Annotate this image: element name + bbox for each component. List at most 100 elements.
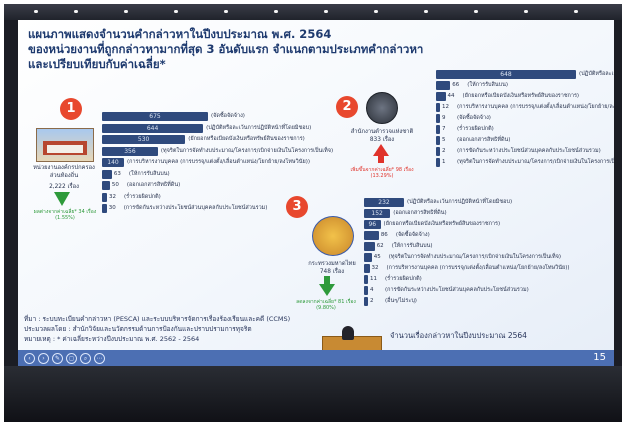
ceiling-light xyxy=(34,10,38,13)
presenter xyxy=(342,326,354,340)
agency3-bar xyxy=(364,253,372,262)
agency2-bar-label: (ปฏิบัติหรือละเว้นการปฏิบัติหน้าที่โดยมิ… xyxy=(579,71,614,77)
agency3-down-arrow-icon xyxy=(319,284,335,296)
agency3-bar xyxy=(364,286,368,295)
agency1-bar-value: 140 xyxy=(107,159,119,166)
agency3-arrow-stem xyxy=(324,276,330,284)
ceiling-light xyxy=(424,10,428,13)
agency2-bar-value: 9 xyxy=(442,115,446,121)
agency2-bar-label: (ยักยอกหรือเบียดบังเงินหรือทรัพย์สินของร… xyxy=(462,93,580,99)
agency2-bar-label: (การขัดกันระหว่างประโยชน์ส่วนบุคคลกับประ… xyxy=(457,148,601,154)
ceiling-light xyxy=(374,10,378,13)
agency3-bar-value: 45 xyxy=(373,254,381,260)
ceiling-light xyxy=(174,10,178,13)
agency1-bar-label: (ปฏิบัติหรือละเว้นการปฏิบัติหน้าที่โดยมิ… xyxy=(206,124,312,131)
agency1-average-pct: (1.55%) xyxy=(55,215,75,221)
slideshow-toolbar: ‹ › ✎ ◻ ⌕ ⋯ 15 xyxy=(18,350,614,366)
agency3-bar-label: (ร่ำรวยผิดปกติ) xyxy=(385,276,422,282)
footer-source: ที่มา : ระบบทะเบียนคำกล่าวหา (PESCA) และ… xyxy=(24,315,291,323)
zoom-icon[interactable]: ⌕ xyxy=(80,353,91,364)
agency2-bar-value: 44 xyxy=(447,93,455,99)
agency1-bar-label: (ยักยอกหรือเบียดบังเงินหรือทรัพย์สินของร… xyxy=(188,136,305,142)
ceiling-light xyxy=(74,10,78,13)
agency2-bar-value: 12 xyxy=(442,104,449,110)
agency1-bar: 675 xyxy=(102,112,208,121)
forward-icon[interactable]: › xyxy=(38,353,49,364)
agency3-bar-label: (การบริหารงานบุคคล (การบรรจุ/แต่งตั้ง/เล… xyxy=(386,265,570,271)
agency3-bar-value: 4 xyxy=(370,287,374,293)
agency2-count: 833 เรื่อง xyxy=(369,137,395,143)
agency1-bar: 644 xyxy=(102,123,204,133)
agency1-bar-value: 63 xyxy=(113,170,121,177)
agency1-down-arrow-icon xyxy=(54,192,70,206)
agency3-bar xyxy=(364,264,370,273)
agency1-bar-value: 30 xyxy=(108,205,116,211)
agency1-bar xyxy=(102,192,108,202)
back-icon[interactable]: ‹ xyxy=(24,353,35,364)
agency2-up-arrow-icon xyxy=(373,144,389,156)
agency1-bar: 356 xyxy=(102,146,158,156)
agency2-average-pct: (13.29%) xyxy=(370,173,394,179)
agency1-bar-value: 356 xyxy=(124,147,136,155)
agency1-bar-label: (ให้การรับสินบน) xyxy=(128,170,170,177)
agency3-bar xyxy=(364,275,368,284)
agency1-bar-value: 530 xyxy=(137,136,150,143)
agency1-bar: 530 xyxy=(102,135,186,144)
agency3-bar-value: 11 xyxy=(370,276,377,282)
slide-title-line-2: ของหน่วยงานที่ถูกกล่าวหามากที่สุด 3 อันด… xyxy=(28,42,424,56)
agency3-bar: 96 xyxy=(364,220,381,229)
agency1-bar-value: 644 xyxy=(146,124,159,132)
agency2-bar: 648 xyxy=(436,70,576,79)
agency2-arrow-stem xyxy=(378,155,384,163)
agency2-average: เพิ่มขึ้นจากค่าเฉลี่ย* 98 เรื่อง xyxy=(350,167,414,173)
agency3-count: 748 เรื่อง xyxy=(319,269,345,275)
agency2-bar-label: (ร่ำรวยผิดปกติ) xyxy=(457,126,494,132)
agency1-bar-label: (การบริหารงานบุคคล (การบรรจุ/แต่งตั้ง/เล… xyxy=(126,159,310,165)
agency3-bar xyxy=(364,297,368,306)
agency3-bar-label: (การขัดกันระหว่างประโยชน์ส่วนบุคคลกับประ… xyxy=(385,287,529,293)
agency2-bar xyxy=(436,136,440,145)
agency1-bar-label: (ทุจริตในการจัดทำงบประมาณ/โครงการ/เบิกจ่… xyxy=(160,147,334,154)
rank-badge-1: 1 xyxy=(60,98,82,120)
agency2-bar xyxy=(436,147,440,156)
agency1-bar: 140 xyxy=(102,158,124,167)
ceiling-light xyxy=(324,10,328,13)
agency3-bar-value: 232 xyxy=(378,199,390,206)
agency3-bar-label: (ยักยอกหรือเบียดบังเงินหรือทรัพย์สินของร… xyxy=(383,221,501,227)
eraser-icon[interactable]: ◻ xyxy=(66,353,77,364)
agency1-bar-value: 32 xyxy=(109,193,117,200)
agency2-bar-value: 1 xyxy=(442,159,446,165)
photo-frame: แผนภาพแสดงจำนวนคำกล่าวหาในปีงบประมาณ พ.ศ… xyxy=(4,4,622,422)
agency1-bar-label: (จัดซื้อจัดจ้าง) xyxy=(211,113,245,119)
agency2-bar-value: 2 xyxy=(442,148,446,154)
agency3-bar-label: (อื่นๆ/ไม่ระบุ) xyxy=(385,298,417,304)
agency3-bar-label: (ทุจริตในการจัดทำงบประมาณ/โครงการ/เบิกจ่… xyxy=(388,254,561,260)
ceiling-light xyxy=(524,10,528,13)
slide-title-line-3: และเปรียบเทียบกับค่าเฉลี่ย* xyxy=(28,57,166,71)
bottom-right-caption: จำนวนเรื่องกล่าวหาในปีงบประมาณ 2564 xyxy=(390,331,527,340)
agency3-name: กระทรวงมหาดไทย xyxy=(308,261,356,267)
agency1-bar xyxy=(102,181,110,190)
agency2-bar xyxy=(436,103,440,112)
agency2-bar-value: 66 xyxy=(452,82,460,88)
agency2-bar xyxy=(436,92,446,101)
agency3-bar-label: (ออกเอกสารสิทธิที่ดิน) xyxy=(393,210,447,216)
ceiling xyxy=(4,4,622,20)
page-number: 15 xyxy=(593,352,606,363)
agency3-average: ลดลงจากค่าเฉลี่ย* 81 เรื่อง xyxy=(296,299,356,305)
agency2-bar-value: 648 xyxy=(500,71,512,78)
rank-badge-3: 3 xyxy=(286,196,308,218)
agency3-bar: 152 xyxy=(364,209,391,218)
agency2-name: สำนักงานตำรวจแห่งชาติ xyxy=(350,129,414,135)
agency2-bar-label: (จัดซื้อจัดจ้าง) xyxy=(457,115,491,121)
more-icon[interactable]: ⋯ xyxy=(94,353,105,364)
agency1-bar xyxy=(102,169,112,179)
footer-processed-by: ประมวลผลโดย : สำนักวิจัยและนวัตกรรมด้านก… xyxy=(24,325,252,333)
agency2-bar-label: (การบริหารงานบุคคล (การบรรจุ/แต่งตั้ง/เล… xyxy=(457,104,614,110)
rank-badge-2: 2 xyxy=(336,96,358,118)
agency3-bar-value: 62 xyxy=(376,243,384,249)
pen-icon[interactable]: ✎ xyxy=(52,353,63,364)
agency2-bar-label: (ให้การรับสินบน) xyxy=(467,82,509,88)
agency3-bar-label: (ปฏิบัติหรือละเว้นการปฏิบัติหน้าที่โดยมิ… xyxy=(407,199,513,205)
agency3-bar-value: 86 xyxy=(380,232,388,238)
